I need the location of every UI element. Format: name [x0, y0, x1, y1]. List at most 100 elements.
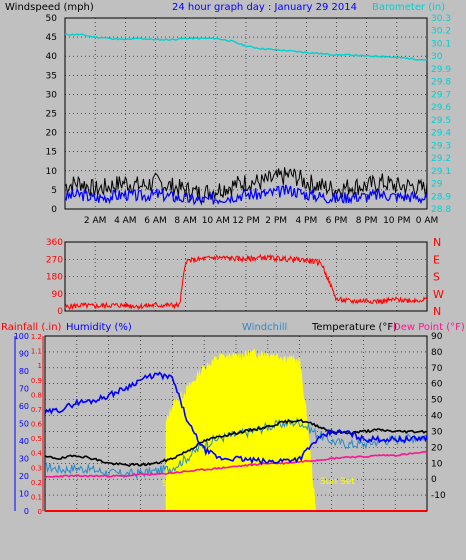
windspeed-tick-label: 5	[51, 186, 57, 196]
temperature-series	[44, 418, 427, 467]
time-tick-label: 8 PM	[356, 216, 378, 226]
rainfall-tick-label: 0.3	[31, 464, 42, 472]
windspeed-tick-label: 45	[46, 33, 57, 43]
sunrise-label: Sun Rise	[162, 479, 201, 489]
compass-label: N	[433, 236, 441, 249]
temperature-tick-label: 80	[431, 348, 443, 358]
windchill-label: Windchill	[242, 322, 287, 333]
windspeed-series	[64, 167, 428, 204]
time-tick-label: 4 PM	[295, 216, 317, 226]
axis-ticks: 0510152025303540455028.828.92929.129.229…	[14, 14, 452, 516]
temperature-tick-label: 0	[431, 475, 437, 485]
time-tick-label: 2 PM	[265, 216, 287, 226]
compass-label: E	[433, 253, 440, 266]
windspeed-tick-label: 30	[46, 90, 58, 100]
temperature-tick-label: 40	[431, 412, 443, 422]
sunset-label: Sun Set	[320, 477, 355, 487]
direction-degree-label: 90	[52, 290, 64, 300]
barometer-tick-label: 29.5	[431, 116, 451, 126]
windspeed-tick-label: 10	[46, 167, 58, 177]
time-tick-label: 8 AM	[174, 216, 197, 226]
barometer-series	[64, 33, 428, 61]
compass-label: S	[433, 271, 440, 284]
temperature-tick-label: -10	[431, 491, 446, 501]
wind-direction-series	[64, 253, 428, 311]
windchill-series	[45, 417, 428, 480]
humidity-tick-label: 50	[19, 420, 29, 429]
temperature-tick-label: 90	[431, 332, 443, 342]
rainfall-tick-label: 0.2	[31, 479, 42, 487]
barometer-tick-label: 29.9	[431, 65, 451, 75]
temperature-tick-label: 50	[431, 396, 443, 406]
windspeed-tick-label: 20	[46, 129, 58, 139]
time-tick-label: 2 AM	[84, 216, 107, 226]
barometer-tick-label: 30.2	[431, 27, 451, 37]
humidity-tick-label: 100	[14, 332, 29, 341]
series-layer	[44, 33, 428, 512]
barometer-tick-label: 29.1	[431, 167, 451, 177]
time-tick-label: 4 AM	[114, 216, 137, 226]
time-tick-label: 0 AM	[416, 216, 439, 226]
windspeed-tick-label: 15	[46, 148, 57, 158]
temperature-label: Temperature (°F)	[311, 322, 397, 333]
temperature-tick-label: 30	[431, 427, 443, 437]
humidity-tick-label: 60	[19, 402, 29, 411]
rainfall-tick-label: 0.9	[31, 377, 42, 385]
barometer-tick-label: 30	[431, 52, 443, 62]
humidity-series	[44, 371, 428, 466]
temperature-tick-label: 10	[431, 459, 443, 469]
humidity-tick-label: 80	[19, 367, 29, 376]
windspeed-axis-label: Windspeed (mph)	[5, 2, 94, 13]
humidity-tick-label: 20	[19, 472, 29, 481]
barometer-tick-label: 30.1	[431, 39, 451, 49]
humidity-tick-label: 10	[19, 490, 29, 499]
humidity-tick-label: 70	[19, 385, 29, 394]
compass-label: W	[433, 288, 444, 301]
rainfall-tick-label: 1	[38, 362, 42, 370]
time-tick-label: 6 PM	[326, 216, 348, 226]
direction-degree-label: 270	[46, 255, 63, 265]
rainfall-tick-label: 0.7	[31, 406, 42, 414]
time-tick-label: 12 PM	[232, 216, 260, 226]
time-tick-label: 10 AM	[202, 216, 230, 226]
windspeed-tick-label: 35	[46, 71, 57, 81]
humidity-tick-label: 30	[19, 455, 29, 464]
graph-title: 24 hour graph day : January 29 2014	[172, 2, 357, 13]
humidity-tick-label: 0	[24, 507, 29, 516]
rainfall-tick-label: 0.1	[31, 493, 42, 501]
barometer-tick-label: 29.6	[431, 103, 451, 113]
grid	[45, 18, 427, 511]
barometer-tick-label: 28.9	[431, 192, 451, 202]
humidity-tick-label: 40	[19, 437, 29, 446]
direction-degree-label: 360	[46, 238, 63, 248]
rainfall-tick-label: 0	[38, 508, 42, 516]
humidity-axis-label: Humidity (%)	[66, 322, 132, 333]
rainfall-axis-label: Rainfall (.in)	[1, 322, 62, 333]
temperature-tick-label: 60	[431, 380, 443, 390]
temperature-tick-label: 70	[431, 364, 443, 374]
windspeed-tick-label: 25	[46, 110, 57, 120]
direction-degree-label: 180	[46, 273, 63, 283]
barometer-tick-label: 29	[431, 180, 443, 190]
time-tick-label: 10 PM	[383, 216, 411, 226]
direction-degree-label: 0	[57, 307, 63, 317]
humidity-tick-label: 90	[19, 350, 29, 359]
barometer-tick-label: 29.7	[431, 90, 451, 100]
windspeed-tick-label: 0	[51, 205, 57, 215]
rainfall-tick-label: 0.5	[31, 435, 42, 443]
barometer-axis-label: Barometer (in)	[372, 2, 445, 13]
barometer-tick-label: 29.8	[431, 78, 451, 88]
compass-label: N	[433, 305, 441, 318]
barometer-tick-label: 29.3	[431, 141, 451, 151]
wind-average-series	[64, 184, 428, 206]
rainfall-tick-label: 0.8	[31, 391, 42, 399]
rainfall-tick-label: 0.4	[31, 450, 43, 458]
rainfall-tick-label: 0.6	[31, 421, 43, 429]
dewpoint-label: Dew Point (°F)	[393, 322, 465, 333]
barometer-tick-label: 29.4	[431, 129, 451, 139]
rainfall-tick-label: 1.2	[31, 333, 42, 341]
temperature-tick-label: 20	[431, 443, 443, 453]
barometer-tick-label: 30.3	[431, 14, 451, 24]
